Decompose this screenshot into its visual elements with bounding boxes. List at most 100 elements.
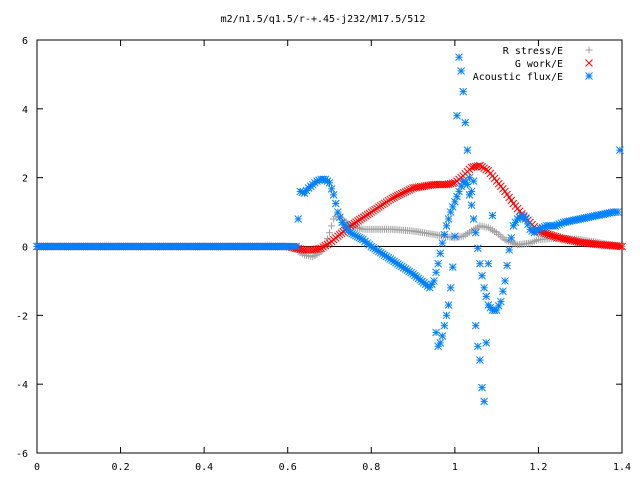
- data-point: [455, 53, 463, 62]
- data-point: [321, 241, 330, 250]
- data-point: [457, 67, 465, 75]
- data-point: [618, 242, 626, 251]
- data-point: [394, 191, 402, 200]
- data-point: [488, 211, 497, 220]
- x-tick-label: 1.2: [529, 462, 547, 473]
- data-point: [390, 193, 398, 202]
- data-point: [459, 87, 468, 96]
- data-point: [524, 220, 532, 228]
- data-point: [442, 311, 451, 320]
- data-point: [476, 161, 484, 170]
- data-point: [327, 184, 336, 193]
- data-point: [434, 259, 442, 268]
- series-acoustic-flux-scatter: [432, 53, 624, 406]
- data-point: [388, 194, 397, 203]
- data-point: [432, 328, 440, 337]
- data-point: [328, 222, 336, 230]
- x-tick-label: 0.4: [195, 462, 213, 473]
- data-point: [442, 221, 451, 230]
- x-tick-label: 0.8: [362, 462, 380, 473]
- data-point: [403, 186, 412, 195]
- data-point: [616, 242, 624, 251]
- data-point: [401, 187, 410, 196]
- data-point: [430, 277, 438, 285]
- data-point: [505, 246, 514, 254]
- data-point: [476, 259, 484, 268]
- data-point: [480, 397, 488, 406]
- data-point: [478, 383, 486, 392]
- data-point: [395, 190, 404, 199]
- plot-axes: 0 0.2 0.4 0.6 0.8 1 1.2 1.4 -6 -4 -2 0 2 4 6: [16, 36, 631, 473]
- data-point: [613, 208, 622, 216]
- data-point: [465, 173, 474, 182]
- data-point: [476, 356, 484, 364]
- data-point: [499, 287, 507, 296]
- data-point: [469, 215, 478, 223]
- data-point: [440, 321, 449, 330]
- data-point: [292, 242, 300, 251]
- data-point: [392, 192, 400, 201]
- data-point: [473, 244, 482, 253]
- legend-marker-acoustic-flux-e: [585, 72, 593, 80]
- legend-label: Acoustic flux/E: [473, 72, 563, 83]
- data-point: [331, 199, 340, 208]
- data-point: [471, 228, 480, 237]
- data-point: [480, 164, 488, 173]
- x-tick-label: 1.4: [613, 462, 631, 473]
- data-point: [480, 283, 488, 292]
- data-point: [432, 268, 440, 277]
- data-point: [503, 261, 511, 270]
- data-point: [471, 321, 480, 330]
- data-point: [444, 301, 453, 309]
- data-point: [484, 259, 493, 268]
- legend-label: G work/E: [515, 59, 563, 70]
- data-point: [482, 339, 491, 347]
- data-point: [317, 244, 325, 253]
- data-point: [473, 342, 482, 351]
- y-tick-label: 6: [22, 36, 28, 47]
- data-point: [440, 230, 449, 239]
- data-point: [508, 239, 516, 247]
- x-tick-label: 0: [34, 462, 40, 473]
- y-tick-label: -2: [16, 311, 28, 322]
- plot-marks: [33, 53, 626, 406]
- data-point: [478, 163, 486, 171]
- data-point: [444, 215, 453, 223]
- legend: R stress/E G work/E Acoustic flux/E: [473, 46, 593, 83]
- data-point: [315, 244, 323, 253]
- x-tick-label: 1: [452, 462, 458, 473]
- chart-title: m2/n1.5/q1.5/r-+.45-j232/M17.5/512: [221, 14, 426, 25]
- y-tick-label: 2: [22, 174, 28, 185]
- data-point: [463, 146, 472, 154]
- data-point: [319, 243, 328, 251]
- data-point: [478, 271, 486, 280]
- legend-marker-r-stress-e: [585, 46, 593, 54]
- y-tick-label: -6: [16, 449, 28, 460]
- data-point: [501, 236, 509, 244]
- data-point: [436, 339, 445, 347]
- data-point: [507, 234, 516, 242]
- data-point: [448, 263, 457, 272]
- data-point: [451, 232, 459, 241]
- y-tick-label: -4: [16, 380, 28, 391]
- x-tick-label: 0.6: [279, 462, 297, 473]
- data-point: [448, 179, 457, 188]
- data-point: [438, 239, 447, 247]
- data-point: [325, 178, 334, 187]
- data-point: [496, 297, 505, 306]
- data-point: [446, 283, 455, 292]
- data-point: [467, 187, 476, 196]
- data-point: [482, 292, 491, 301]
- data-point: [397, 189, 406, 198]
- x-tick-label: 0.2: [112, 462, 130, 473]
- data-point: [294, 215, 303, 223]
- data-point: [323, 240, 332, 249]
- data-point: [616, 146, 624, 154]
- data-point: [501, 277, 509, 285]
- data-point: [467, 201, 476, 210]
- data-point: [469, 177, 478, 185]
- data-point: [461, 118, 470, 127]
- data-point: [463, 180, 472, 189]
- data-point: [453, 111, 461, 120]
